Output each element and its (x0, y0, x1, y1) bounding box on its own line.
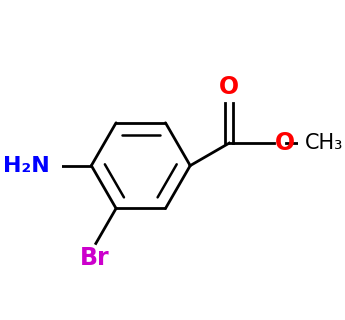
Text: H₂N: H₂N (3, 156, 50, 176)
Text: CH₃: CH₃ (304, 133, 343, 153)
Text: O: O (275, 131, 295, 155)
Text: Br: Br (80, 246, 109, 270)
Text: O: O (219, 75, 239, 99)
